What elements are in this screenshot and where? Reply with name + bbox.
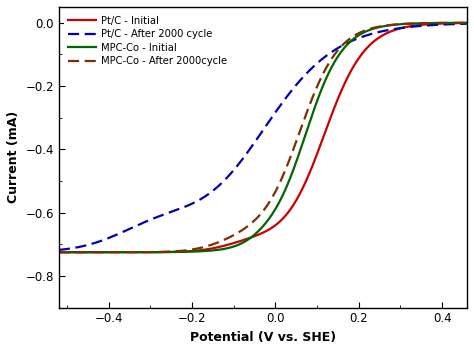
- MPC-Co - After 2000cycle: [127, 250, 132, 254]
- MPC-Co - After 2000cycle: [56, 250, 62, 254]
- Pt/C - Initial: [212, 246, 218, 250]
- Pt/C - After 2000 cycle: [212, 187, 218, 191]
- Pt/C - Initial: [412, 24, 418, 28]
- Pt/C - Initial: [230, 241, 236, 245]
- MPC-Co - Initial: [127, 250, 132, 254]
- Legend: Pt/C - Initial, Pt/C - After 2000 cycle, MPC-Co - Initial, MPC-Co - After 2000cy: Pt/C - Initial, Pt/C - After 2000 cycle,…: [64, 12, 231, 71]
- Pt/C - After 2000 cycle: [102, 237, 108, 241]
- MPC-Co - After 2000cycle: [212, 241, 218, 245]
- Pt/C - After 2000 cycle: [230, 169, 236, 173]
- Pt/C - Initial: [456, 21, 462, 25]
- Pt/C - Initial: [127, 250, 132, 254]
- Line: MPC-Co - Initial: MPC-Co - Initial: [59, 23, 467, 252]
- MPC-Co - After 2000cycle: [230, 233, 236, 238]
- MPC-Co - After 2000cycle: [102, 250, 108, 254]
- MPC-Co - Initial: [456, 21, 462, 25]
- Pt/C - After 2000 cycle: [456, 22, 462, 26]
- Pt/C - After 2000 cycle: [464, 22, 470, 26]
- MPC-Co - Initial: [230, 245, 236, 249]
- Pt/C - After 2000 cycle: [56, 248, 62, 252]
- Pt/C - After 2000 cycle: [412, 24, 418, 28]
- X-axis label: Potential (V vs. SHE): Potential (V vs. SHE): [190, 331, 336, 344]
- MPC-Co - After 2000cycle: [456, 21, 462, 25]
- Y-axis label: Current (mA): Current (mA): [7, 111, 20, 204]
- MPC-Co - Initial: [464, 21, 470, 25]
- MPC-Co - Initial: [412, 21, 418, 26]
- Pt/C - After 2000 cycle: [127, 227, 132, 231]
- MPC-Co - Initial: [102, 250, 108, 254]
- Pt/C - Initial: [464, 21, 470, 25]
- MPC-Co - After 2000cycle: [464, 21, 470, 25]
- Line: Pt/C - Initial: Pt/C - Initial: [59, 23, 467, 252]
- Line: MPC-Co - After 2000cycle: MPC-Co - After 2000cycle: [59, 23, 467, 252]
- MPC-Co - Initial: [212, 248, 218, 252]
- Pt/C - Initial: [56, 250, 62, 254]
- MPC-Co - After 2000cycle: [412, 21, 418, 26]
- Line: Pt/C - After 2000 cycle: Pt/C - After 2000 cycle: [59, 24, 467, 250]
- MPC-Co - Initial: [56, 250, 62, 254]
- Pt/C - Initial: [102, 250, 108, 254]
